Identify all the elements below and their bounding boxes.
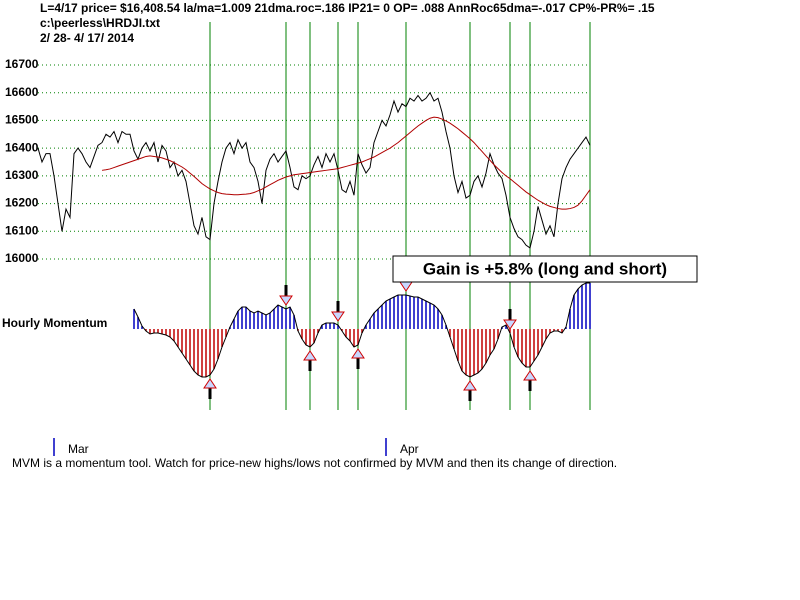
- y-tick-label: 16300: [5, 168, 39, 182]
- buy-arrow: [303, 350, 317, 361]
- sell-arrow: [399, 281, 413, 292]
- price-line: [101, 116, 591, 210]
- header-line: L=4/17 price= $16,408.54 la/ma=1.009 21d…: [40, 1, 655, 15]
- sell-arrow: [279, 295, 293, 306]
- momentum-line: [133, 282, 590, 378]
- y-tick-label: 16600: [5, 85, 39, 99]
- annotation-box: [392, 255, 698, 283]
- buy-arrow: [203, 378, 217, 389]
- annotation: Gain is +5.8% (long and short): [423, 259, 667, 278]
- buy-arrow: [463, 380, 477, 391]
- y-tick-label: 16700: [5, 57, 39, 71]
- sell-arrow: [503, 319, 517, 330]
- buy-arrow: [351, 348, 365, 359]
- header-line: c:\peerless\HRDJI.txt: [40, 16, 160, 30]
- buy-arrow: [523, 370, 537, 381]
- y-tick-label: 16000: [5, 251, 39, 265]
- header-line: 2/ 28- 4/ 17/ 2014: [40, 31, 134, 45]
- month-label: Mar: [68, 442, 89, 456]
- y-tick-label: 16100: [5, 223, 39, 237]
- y-tick-label: 16400: [5, 140, 39, 154]
- sell-arrow: [331, 311, 345, 322]
- month-label: Apr: [400, 442, 419, 456]
- y-tick-label: 16200: [5, 196, 39, 210]
- footnote: MVM is a momentum tool. Watch for price-…: [12, 456, 617, 470]
- price-line: [37, 91, 591, 249]
- panel-label: Hourly Momentum: [2, 316, 107, 330]
- y-tick-label: 16500: [5, 113, 39, 127]
